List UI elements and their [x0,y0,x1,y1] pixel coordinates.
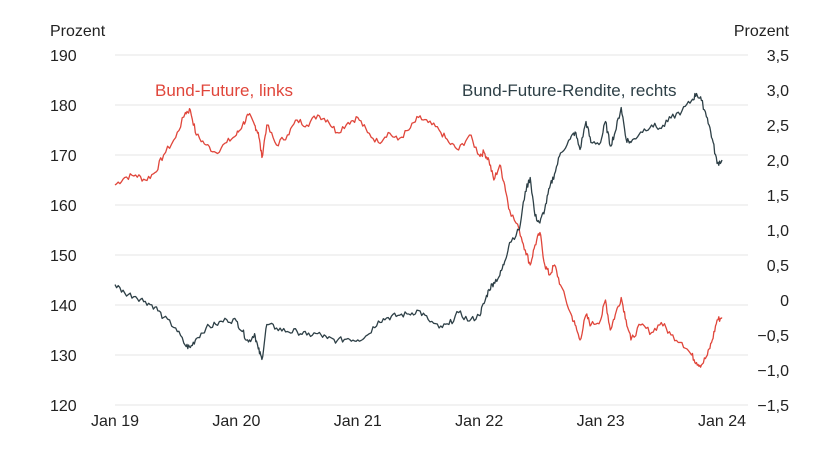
x-tick-labels: Jan 19 Jan 20 Jan 21 Jan 22 Jan 23 Jan 24 [91,413,746,430]
y-right-tick-labels: 3,5 3,0 2,5 2,0 1,5 1,0 0,5 0 −0,5 −1,0 −1,5 [757,48,789,415]
series-label-bund-future-rendite: Bund-Future-Rendite, rechts [462,81,677,100]
y-right-tick-label: 1,0 [767,223,789,240]
x-tick-label: Jan 22 [455,413,503,430]
x-tick-label: Jan 24 [698,413,746,430]
x-tick-label: Jan 19 [91,413,139,430]
y-right-tick-label: 3,0 [767,83,789,100]
y-left-tick-label: 120 [50,398,77,415]
y-right-tick-label: −0,5 [757,328,789,345]
y-left-tick-labels: 190 180 170 160 150 140 130 120 [50,48,77,415]
gridlines [115,54,748,406]
y-left-tick-label: 150 [50,248,77,265]
y-left-tick-label: 180 [50,98,77,115]
y-left-tick-label: 140 [50,298,77,315]
y-right-tick-label: 2,0 [767,153,789,170]
series-line-bund-future [114,107,723,368]
y-right-tick-label: −1,5 [757,398,789,415]
y-right-axis-label: Prozent [734,23,790,40]
series-line-bund-future-rendite [114,92,723,361]
y-right-tick-label: 0 [780,293,789,310]
y-right-tick-label: −1,0 [757,363,789,380]
series-lines [114,92,723,368]
y-left-tick-label: 160 [50,198,77,215]
y-right-tick-label: 1,5 [767,188,789,205]
y-right-tick-label: 0,5 [767,258,789,275]
y-left-axis-label: Prozent [50,23,106,40]
series-label-bund-future: Bund-Future, links [155,81,293,100]
x-tick-label: Jan 23 [577,413,625,430]
y-right-tick-label: 2,5 [767,118,789,135]
x-tick-label: Jan 21 [334,413,382,430]
y-left-tick-label: 130 [50,348,77,365]
y-right-tick-label: 3,5 [767,48,789,65]
x-tick-label: Jan 20 [212,413,260,430]
y-left-tick-label: 190 [50,48,77,65]
y-left-tick-label: 170 [50,148,77,165]
